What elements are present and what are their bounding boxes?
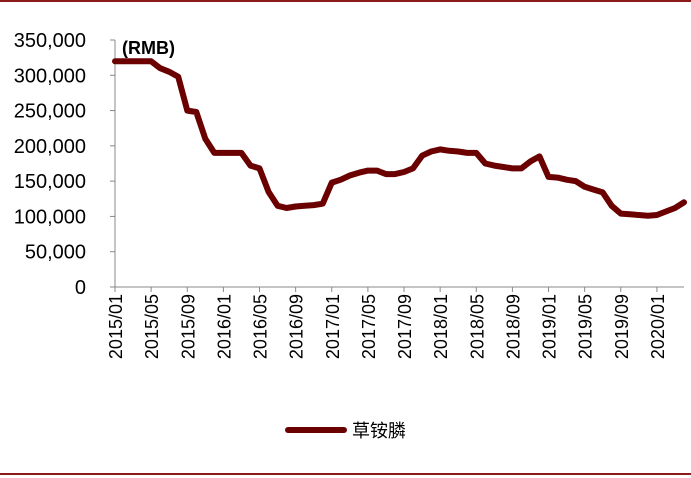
x-tick-label: 2015/09 <box>178 294 198 359</box>
x-tick-label: 2019/05 <box>576 294 596 359</box>
series-line <box>112 58 687 219</box>
y-unit-label: (RMB) <box>122 38 175 58</box>
y-tick-label: 300,000 <box>14 65 86 87</box>
x-tick-label: 2020/01 <box>648 294 668 359</box>
x-tick-label: 2016/05 <box>251 294 271 359</box>
top-border <box>0 0 691 2</box>
x-tick-label: 2015/05 <box>142 294 162 359</box>
x-tick-label: 2017/01 <box>323 294 343 359</box>
x-tick-label: 2016/09 <box>287 294 307 359</box>
x-tick-label: 2017/05 <box>359 294 379 359</box>
x-tick-label: 2019/09 <box>612 294 632 359</box>
y-tick-label: 0 <box>75 277 86 299</box>
bottom-border <box>0 473 691 475</box>
legend-label: 草铵膦 <box>352 421 406 442</box>
x-tick-label: 2019/01 <box>540 294 560 359</box>
x-tick-label: 2018/09 <box>503 294 523 359</box>
y-tick-label: 350,000 <box>14 30 86 52</box>
y-tick-label: 150,000 <box>14 171 86 193</box>
x-tick-label: 2016/01 <box>214 294 234 359</box>
y-tick-label: 200,000 <box>14 136 86 158</box>
y-tick-label: 250,000 <box>14 101 86 123</box>
x-tick-label: 2018/05 <box>467 294 487 359</box>
x-tick-label: 2017/09 <box>395 294 415 359</box>
y-tick-label: 50,000 <box>25 242 86 264</box>
x-tick-label: 2015/01 <box>106 294 126 359</box>
x-tick-label: 2018/01 <box>431 294 451 359</box>
y-tick-label: 100,000 <box>14 206 86 228</box>
